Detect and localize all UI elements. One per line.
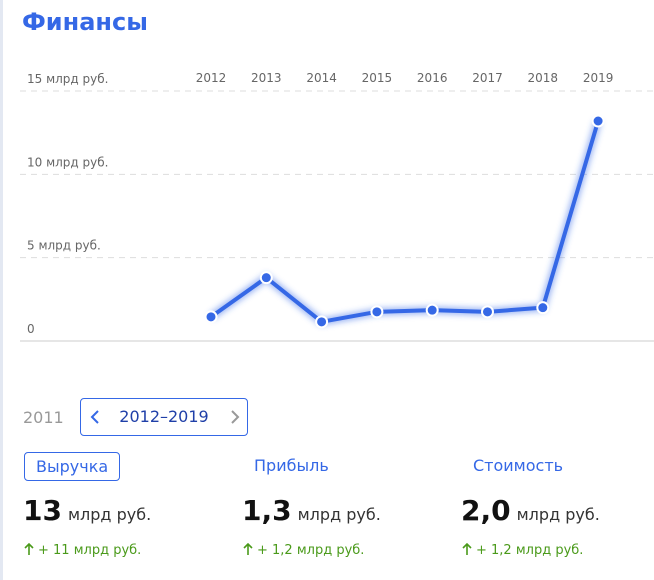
metric-value-row: 2,0 млрд руб. (461, 494, 600, 527)
previous-period[interactable]: 2011 (23, 408, 64, 427)
up-arrow (243, 542, 253, 555)
data-point (370, 305, 384, 319)
period-selector[interactable]: 2012–2019 (80, 398, 248, 436)
metric-value-row: 1,3 млрд руб. (242, 494, 381, 527)
metric-value: 13 (23, 494, 62, 527)
data-point (259, 271, 273, 285)
metric-unit: млрд руб. (516, 505, 600, 524)
x-tick-label: 2014 (306, 71, 337, 85)
y-tick-label: 5 млрд руб. (27, 239, 101, 253)
x-tick-label: 2013 (251, 71, 282, 85)
metric-unit: млрд руб. (297, 505, 381, 524)
metric-value-row: 13 млрд руб. (23, 494, 151, 527)
series-line (209, 120, 601, 324)
metric-change-row: + 1,2 млрд руб. (462, 539, 583, 558)
y-tick-label: 0 (27, 322, 35, 336)
metric-tab[interactable]: Стоимость (462, 452, 574, 479)
up-arrow (24, 542, 34, 555)
line-glow (208, 119, 602, 327)
metric-change-row: + 1,2 млрд руб. (243, 539, 364, 558)
metric-unit: млрд руб. (67, 505, 152, 524)
data-point (425, 303, 439, 317)
next-arrow[interactable] (229, 409, 241, 425)
up-arrow (462, 542, 472, 555)
x-tick-label: 2016 (417, 71, 448, 85)
data-point (204, 310, 218, 324)
y-tick-label: 15 млрд руб. (27, 72, 108, 86)
x-tick-label: 2015 (362, 71, 393, 85)
page-title: Финансы (22, 8, 148, 36)
data-point (591, 114, 605, 128)
x-tick-label: 2019 (583, 71, 614, 85)
x-tick-label: 2018 (528, 71, 559, 85)
metric-change: + 11 млрд руб. (38, 543, 142, 558)
metric-change: + 1,2 млрд руб. (257, 543, 365, 558)
metric-change: + 1,2 млрд руб. (476, 543, 584, 558)
x-tick-label: 2017 (472, 71, 503, 85)
metric-tab[interactable]: Прибыль (243, 452, 340, 479)
data-point (315, 315, 329, 329)
metric-change-row: + 11 млрд руб. (24, 539, 141, 558)
data-point (481, 305, 494, 319)
prev-arrow[interactable] (89, 409, 101, 425)
metric-label: Стоимость (473, 456, 564, 475)
period-range: 2012–2019 (119, 407, 209, 426)
metric-label: Прибыль (254, 456, 329, 475)
metric-label: Выручка (36, 457, 109, 476)
y-tick-label: 10 млрд руб. (27, 155, 108, 169)
metric-value: 2,0 (461, 494, 511, 527)
metric-tab[interactable]: Выручка (24, 452, 121, 481)
metric-value: 1,3 (242, 494, 292, 527)
side-rule (0, 0, 3, 580)
chart: 0 5 млрд руб. 10 млрд руб. 15 млрд руб. 2012… (20, 71, 654, 342)
x-tick-label: 2012 (196, 71, 227, 85)
data-point (536, 301, 550, 315)
